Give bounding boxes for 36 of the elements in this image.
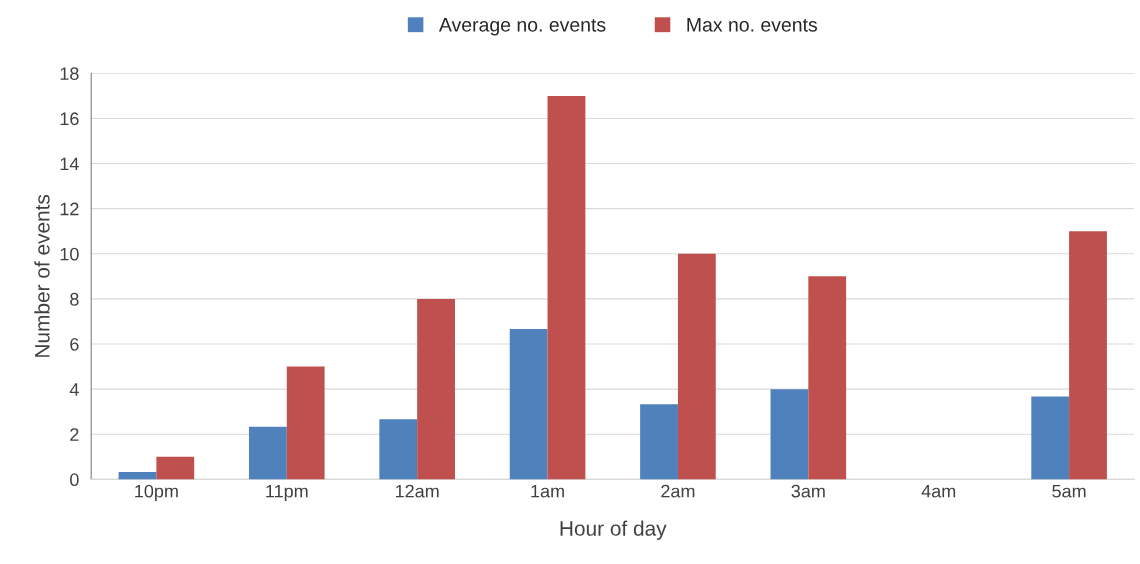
bar bbox=[118, 471, 157, 480]
x-tick-label: 10pm bbox=[135, 484, 178, 502]
y-tick-label: 2 bbox=[70, 428, 79, 441]
bar bbox=[677, 253, 716, 480]
bar bbox=[286, 366, 325, 480]
x-tick-label: 11pm bbox=[266, 484, 308, 502]
bar bbox=[808, 276, 847, 480]
legend-label: Average no. events bbox=[438, 18, 606, 36]
y-tick-label: 12 bbox=[60, 202, 79, 216]
y-axis-title: Number of events bbox=[34, 194, 50, 357]
bar bbox=[156, 456, 195, 480]
bar bbox=[770, 389, 809, 480]
bar bbox=[417, 298, 455, 480]
x-tick-label: 3am bbox=[791, 484, 825, 498]
bar bbox=[248, 426, 287, 480]
y-tick-label: 4 bbox=[69, 383, 79, 396]
bar bbox=[1069, 231, 1107, 480]
y-tick-label: 18 bbox=[60, 67, 79, 81]
x-tick-label: 4am bbox=[921, 484, 956, 498]
legend-label: Max no. events bbox=[687, 18, 817, 32]
x-axis-title: Hour of day bbox=[560, 520, 667, 540]
x-tick-label: 12am bbox=[395, 484, 439, 498]
y-tick-label: 8 bbox=[70, 292, 79, 306]
bar bbox=[1031, 396, 1070, 480]
bar bbox=[640, 404, 678, 480]
y-tick-label: 0 bbox=[70, 473, 79, 487]
bar bbox=[547, 95, 586, 480]
bar bbox=[509, 328, 548, 480]
y-tick-label: 14 bbox=[60, 157, 79, 171]
x-tick-label: 1am bbox=[531, 484, 564, 498]
bar bbox=[379, 419, 418, 480]
x-tick-label: 5am bbox=[1052, 484, 1086, 498]
x-tick-label: 2am bbox=[661, 484, 695, 498]
y-tick-label: 10 bbox=[60, 247, 79, 261]
y-tick-label: 16 bbox=[60, 112, 79, 126]
y-tick-label: 6 bbox=[70, 337, 79, 351]
